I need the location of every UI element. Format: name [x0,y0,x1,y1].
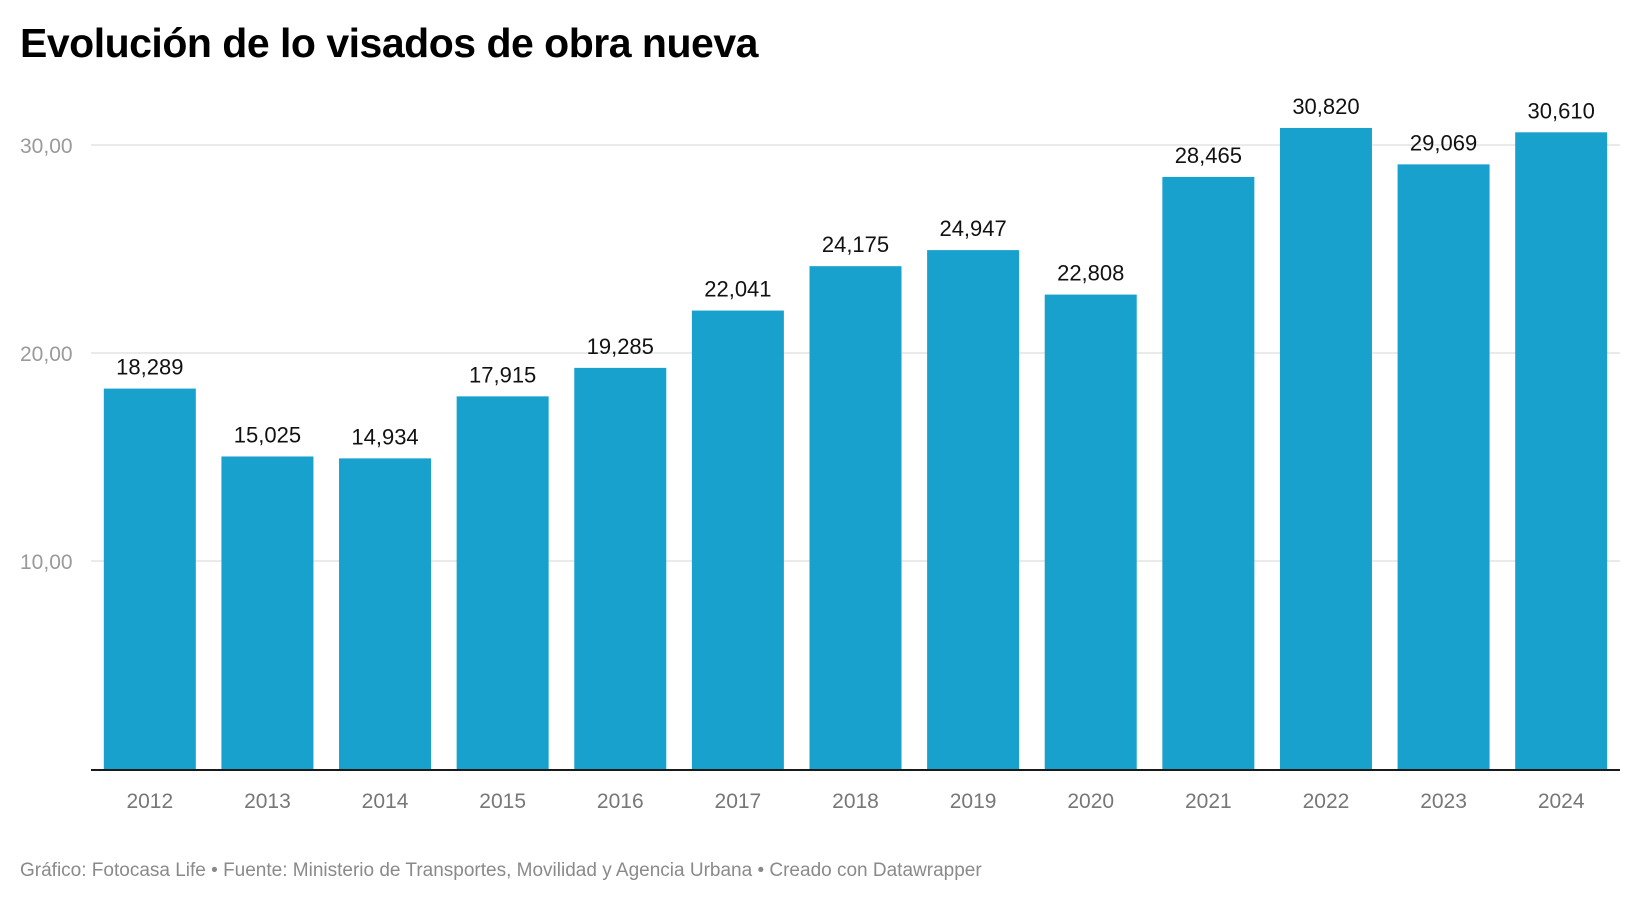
bar [339,458,432,769]
value-label: 24,175 [822,232,889,257]
bar [1279,127,1372,770]
x-tick-label: 2012 [126,790,173,813]
bar [103,388,196,769]
x-tick-label: 2014 [362,790,409,813]
x-tick-label: 2018 [832,790,879,813]
value-label: 17,915 [469,362,536,387]
x-tick-label: 2024 [1538,790,1585,813]
chart-footer: Gráfico: Fotocasa Life • Fuente: Ministe… [20,860,982,881]
x-tick-label: 2023 [1420,790,1467,813]
bar [1397,164,1490,769]
bar [1044,294,1137,769]
x-tick-label: 2019 [950,790,997,813]
chart-title: Evolución de lo visados de obra nueva [20,20,758,66]
x-tick-label: 2021 [1185,790,1232,813]
value-label: 19,285 [587,334,654,359]
bar [927,250,1020,769]
bar [574,367,667,769]
bar [1515,132,1608,769]
value-label: 29,069 [1410,130,1477,155]
bar [1162,176,1255,770]
x-tick-label: 2020 [1067,790,1114,813]
y-tick-label: 30,00 [20,135,73,158]
value-label: 30,610 [1528,98,1595,123]
value-label: 24,947 [939,216,1006,241]
value-label: 14,934 [351,424,418,449]
x-tick-label: 2022 [1303,790,1350,813]
y-tick-label: 10,00 [20,551,73,574]
x-tick-label: 2017 [715,790,762,813]
bar-chart: 10,00 20,00 30,00 18,289 2012 15,025 2013 14,93… [20,94,1620,813]
bar [221,456,314,769]
x-tick-label: 2016 [597,790,644,813]
bar [691,310,784,769]
bar [456,396,549,769]
value-label: 22,041 [704,277,771,302]
bar [809,266,902,769]
value-label: 30,820 [1292,94,1359,119]
x-tick-label: 2013 [244,790,291,813]
y-tick-label: 20,00 [20,343,73,366]
value-label: 18,289 [116,355,183,380]
x-tick-label: 2015 [479,790,526,813]
value-label: 22,808 [1057,261,1124,286]
value-label: 15,025 [234,422,301,447]
value-label: 28,465 [1175,143,1242,168]
